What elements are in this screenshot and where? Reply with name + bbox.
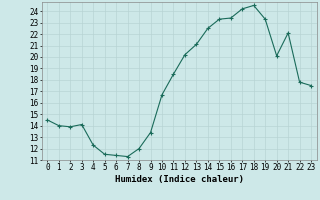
- X-axis label: Humidex (Indice chaleur): Humidex (Indice chaleur): [115, 175, 244, 184]
